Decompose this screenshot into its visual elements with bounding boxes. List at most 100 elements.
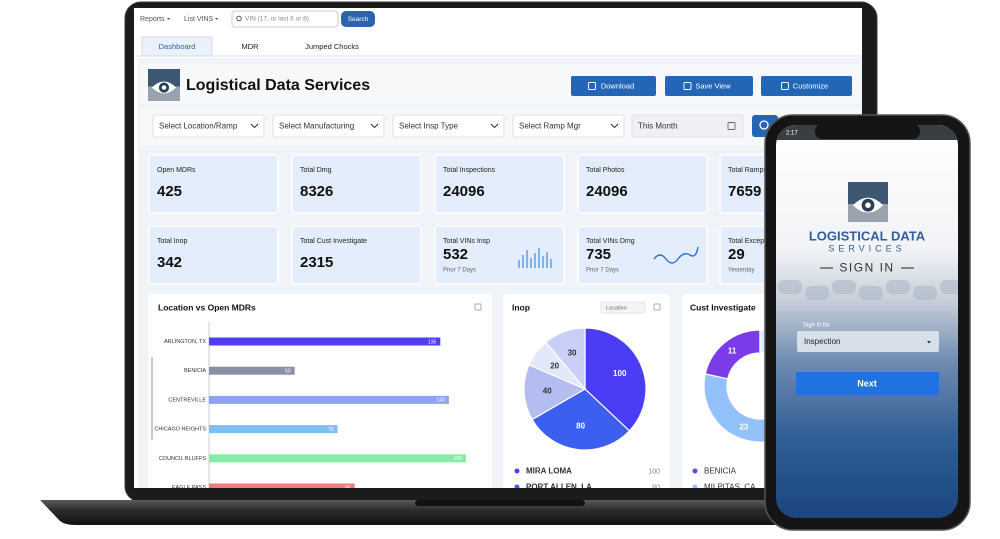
filter[interactable]: Select Ramp Mgr <box>512 114 625 138</box>
bar-category: ARLINGTON, TX <box>164 339 206 345</box>
pie-slice <box>531 388 631 451</box>
filter-box <box>631 114 744 138</box>
kpi-note: Prior 7 Days <box>443 268 476 274</box>
slice-label: 40 <box>543 386 552 395</box>
button-label: Save View <box>695 81 731 90</box>
legend-dot <box>514 468 520 474</box>
search-input[interactable] <box>231 10 339 28</box>
chart-card <box>148 294 492 488</box>
sparkline <box>653 246 699 264</box>
kpi-value: 8326 <box>300 183 333 200</box>
filter[interactable]: Select Manufacturing <box>272 114 385 138</box>
select-box[interactable] <box>797 331 939 352</box>
kpi-value: 532 <box>443 246 468 263</box>
legend-name: BENICIA <box>704 467 737 476</box>
bar-value: 135 <box>428 339 437 345</box>
kpi-bg <box>148 225 279 285</box>
dashboard: Reports List VINS VIN (17, or last 6 or 8)… <box>134 8 862 492</box>
filter-box <box>512 114 625 138</box>
button-icon <box>588 82 596 90</box>
slice-label: 30 <box>568 349 577 358</box>
button-bg <box>571 76 656 96</box>
kpi-label: Total Dmg <box>300 167 332 174</box>
brand-line: SERVICES <box>828 243 905 253</box>
tab[interactable]: MDR <box>241 42 259 51</box>
header-button[interactable]: Customize <box>761 76 852 96</box>
search-button[interactable] <box>341 11 375 27</box>
legend-value: 80 <box>652 484 660 491</box>
menu-item[interactable]: List VINS <box>184 16 218 23</box>
kpi-card: Total Inspections 24096 <box>434 154 565 214</box>
kpi-value: 24096 <box>586 183 628 200</box>
slice-label: 100 <box>613 369 627 378</box>
sparkbar <box>530 258 532 268</box>
bar-category: EAGLE PASS <box>172 485 206 491</box>
search-button-label: Search <box>348 16 369 23</box>
kpi-label: Total Inspections <box>443 167 496 174</box>
header-button[interactable]: Save View <box>665 76 753 96</box>
kpi-card: Open MDRs 425 <box>148 154 279 214</box>
header-button[interactable]: Download <box>571 76 656 96</box>
slice-label: 23 <box>739 423 748 432</box>
filter-label: Select Location/Ramp <box>159 122 238 131</box>
search-placeholder: VIN (17, or last 6 or 8) <box>245 16 309 23</box>
laptop-notch <box>415 500 585 506</box>
bar <box>209 425 338 434</box>
tab[interactable]: Jumped Chocks <box>305 42 359 51</box>
bar-category: COUNCIL BLUFFS <box>159 456 206 462</box>
button-label: Customize <box>793 81 828 90</box>
slice-label: 80 <box>576 422 585 431</box>
kpi-card: Total Cust Investigate 2315 <box>291 225 422 285</box>
filter[interactable]: Select Insp Type <box>392 114 505 138</box>
expand-icon <box>474 303 482 311</box>
filter-label: Select Manufacturing <box>279 122 354 131</box>
filter-label: This Month <box>638 122 678 131</box>
kpi-value: 7659 <box>728 183 761 200</box>
caret <box>215 18 218 20</box>
kpi-bg <box>148 154 279 214</box>
bar <box>209 366 295 375</box>
laptop-base <box>40 500 945 525</box>
filter-box <box>272 114 385 138</box>
select-value: Inspection <box>804 337 840 346</box>
filter-box <box>152 114 265 138</box>
kpi-card: Total Photos 24096 <box>577 154 708 214</box>
sparkbar <box>546 252 548 268</box>
legend-name: PORT ALLEN, LA <box>526 483 592 492</box>
chart-filter[interactable] <box>600 301 646 314</box>
legend-dot <box>514 484 520 488</box>
kpi-bg <box>577 225 708 285</box>
sign-in-heading: SIGN IN <box>839 261 894 275</box>
kpi-label: Total Photos <box>586 167 625 174</box>
filter[interactable]: Select Location/Ramp <box>152 114 265 138</box>
legend-dot <box>692 468 698 474</box>
search-icon <box>236 15 242 22</box>
menu-item[interactable]: Reports <box>140 16 170 23</box>
bar <box>209 337 441 346</box>
chevron <box>250 123 259 129</box>
bar <box>209 395 449 404</box>
kpi-label: Total VINs Insp <box>443 238 490 245</box>
sparkbar <box>518 260 520 268</box>
pie-slice <box>584 327 647 432</box>
bar-category: CENTREVILLE <box>168 397 206 403</box>
next-button[interactable] <box>796 372 939 395</box>
menu-label: Reports <box>140 16 165 23</box>
filter[interactable]: This Month <box>631 114 744 138</box>
car-silhouette <box>778 280 802 294</box>
tab[interactable]: Dashboard <box>159 42 196 51</box>
car-silhouette <box>886 280 910 294</box>
kpi-bg <box>291 154 422 214</box>
expand-icon <box>653 303 661 311</box>
chevron <box>370 123 379 129</box>
kpi-value: 24096 <box>443 183 485 200</box>
kpi-value: 2315 <box>300 254 333 271</box>
slice-label: 20 <box>550 362 559 371</box>
bar-value: 75 <box>328 427 334 433</box>
chart-title: Location vs Open MDRs <box>158 302 256 312</box>
logo-top <box>848 182 888 204</box>
select-caret <box>927 341 931 344</box>
